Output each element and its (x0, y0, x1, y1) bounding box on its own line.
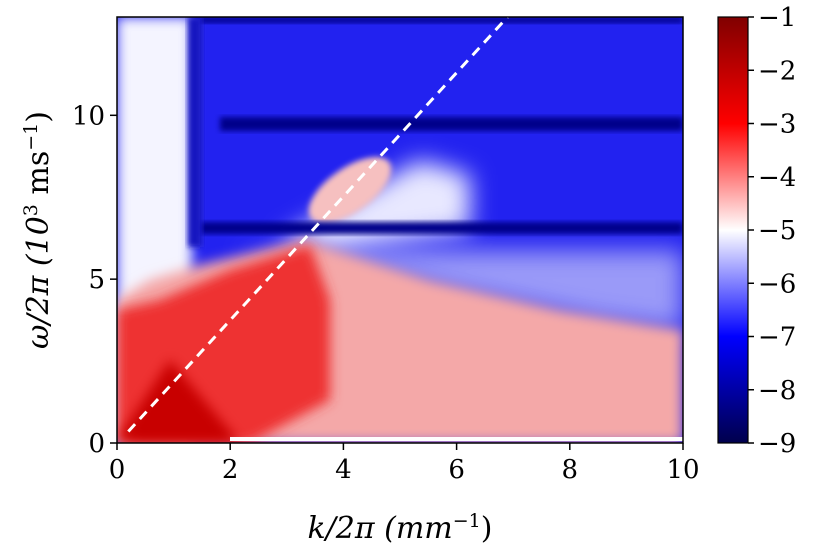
colorbar-tick-label: −1 (758, 3, 796, 33)
heatmap-band-top (200, 17, 683, 23)
y-axis: 0 5 10 (72, 101, 117, 459)
heatmap (117, 17, 683, 443)
y-axis-label-main: ω/2π (10 (21, 216, 56, 349)
y-axis-label-sup: 3 (20, 204, 42, 216)
colorbar-tick-label: −5 (758, 216, 796, 246)
y-axis-label: ω/2π (103 ms−1) (20, 111, 56, 349)
x-tick-label: 10 (666, 455, 699, 485)
x-tick-label: 8 (562, 455, 579, 485)
colorbar-tick-label: −3 (758, 110, 796, 140)
x-axis: 0 2 4 6 8 10 (109, 443, 700, 485)
x-axis-label-sup: −1 (453, 510, 481, 532)
x-tick-label: 2 (222, 455, 239, 485)
plot-frame (116, 16, 684, 444)
y-tick-label: 5 (88, 265, 105, 295)
x-tick-label: 4 (335, 455, 352, 485)
y-tick-label: 10 (72, 101, 105, 131)
colorbar-tick-label: −9 (758, 429, 796, 459)
colorbar-tick-label: −4 (758, 163, 796, 193)
y-axis-label-rest: ms (21, 151, 56, 204)
x-axis-label-end: ) (481, 511, 493, 546)
colorbar-tick-label: −8 (758, 376, 796, 406)
colorbar-tick-label: −7 (758, 323, 796, 353)
y-axis-label-end: ) (21, 111, 56, 123)
x-tick-label: 6 (448, 455, 465, 485)
heatmap-band-9-7 (220, 117, 683, 131)
heatmap-band-6-5 (200, 222, 683, 234)
colorbar-tick-label: −6 (758, 269, 796, 299)
x-axis-label: k/2π (mm−1) (308, 510, 493, 546)
y-axis-label-sup2: −1 (20, 123, 42, 151)
colorbar-ticks: −1 −2 −3 −4 −5 −6 −7 −8 −9 (748, 3, 796, 459)
heatmap-bottom-line (230, 437, 683, 441)
colorbar (717, 16, 749, 444)
heatmap-red-diagonal (117, 360, 240, 443)
x-axis-label-main: k/2π (mm (308, 511, 453, 546)
y-tick-label: 0 (88, 429, 105, 459)
dashed-line (127, 17, 509, 433)
colorbar-tick-label: −2 (758, 56, 796, 86)
heatmap-vertical-band (188, 17, 202, 247)
x-tick-label: 0 (109, 455, 126, 485)
